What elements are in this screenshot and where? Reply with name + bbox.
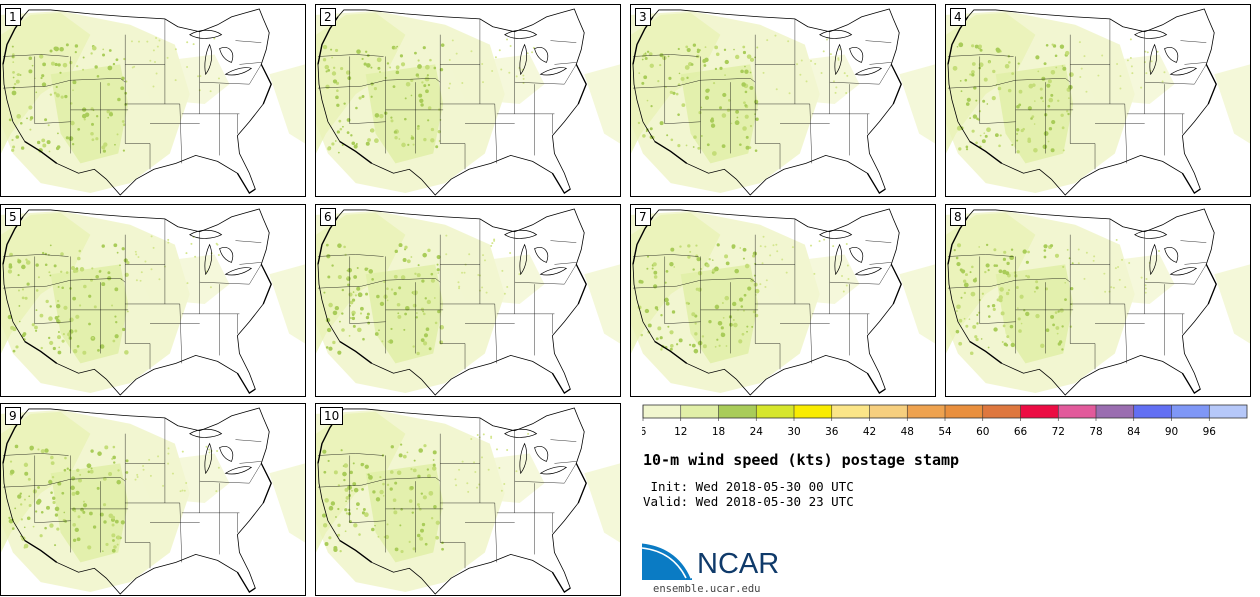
product-title: 10-m wind speed (kts) postage stamp: [643, 451, 960, 469]
panel-label: 4: [950, 8, 966, 26]
ncar-logo-icon: [642, 540, 694, 580]
colorbar-tick-label: 66: [1014, 426, 1028, 438]
panel-label: 7: [635, 208, 651, 226]
us-map: [946, 5, 1250, 196]
us-map: [1, 205, 305, 396]
colorbar-swatch: [907, 405, 945, 418]
colorbar-tick-label: 72: [1052, 426, 1065, 438]
colorbar-tick-label: 24: [750, 426, 764, 438]
colorbar-swatch: [1171, 405, 1210, 418]
us-map: [316, 205, 620, 396]
colorbar-swatch: [756, 405, 794, 418]
panel-label: 9: [5, 407, 21, 425]
map-panel-1: 1: [0, 4, 306, 197]
map-panel-4: 4: [945, 4, 1251, 197]
panel-label: 3: [635, 8, 651, 26]
valid-time: Valid: Wed 2018-05-30 23 UTC: [643, 494, 854, 509]
colorbar-swatch: [1020, 405, 1059, 418]
colorbar-swatch: [794, 405, 832, 418]
panel-label: 10: [320, 407, 344, 425]
us-map: [316, 404, 620, 595]
colorbar-swatch: [680, 405, 719, 418]
map-panel-8: 8: [945, 204, 1251, 397]
colorbar-swatch: [1209, 405, 1247, 418]
colorbar-tick-label: 60: [976, 426, 989, 438]
panel-label: 8: [950, 208, 966, 226]
colorbar-tick-label: 30: [787, 426, 800, 438]
map-panel-10: 10: [315, 403, 621, 596]
colorbar-tick-label: 84: [1127, 426, 1141, 438]
us-map: [1, 5, 305, 196]
map-panel-6: 6: [315, 204, 621, 397]
us-map: [1, 404, 305, 595]
colorbar-swatch: [945, 405, 983, 418]
colorbar-swatch: [1058, 405, 1096, 418]
site-url: ensemble.ucar.edu: [653, 583, 761, 595]
us-map: [316, 5, 620, 196]
colorbar-swatch: [643, 405, 681, 418]
colorbar-tick-label: 36: [825, 426, 839, 438]
logo-text: NCAR: [697, 548, 780, 580]
colorbar-tick-label: 78: [1089, 426, 1102, 438]
colorbar-tick-label: 48: [901, 426, 914, 438]
us-map: [631, 205, 935, 396]
colorbar-tick-label: 54: [938, 426, 952, 438]
colorbar-swatch: [1133, 405, 1172, 418]
us-map: [631, 5, 935, 196]
colorbar-tick-label: 90: [1165, 426, 1178, 438]
map-panel-2: 2: [315, 4, 621, 197]
colorbar-swatch: [831, 405, 870, 418]
colorbar: 6 12 18 24 30 36 42 48 54 60 66 72 78 84 90 96: [642, 404, 1248, 438]
map-panel-7: 7: [630, 204, 936, 397]
colorbar-tick-label: 96: [1203, 426, 1217, 438]
colorbar-tick-label: 18: [712, 426, 725, 438]
panel-label: 6: [320, 208, 336, 226]
map-panel-9: 9: [0, 403, 306, 596]
map-panel-3: 3: [630, 4, 936, 197]
us-map: [946, 205, 1250, 396]
panel-label: 1: [5, 8, 21, 26]
colorbar-tick-label: 42: [863, 426, 876, 438]
colorbar-swatch: [1096, 405, 1134, 418]
colorbar-swatch: [869, 405, 908, 418]
colorbar-tick-label: 12: [674, 426, 687, 438]
map-panel-5: 5: [0, 204, 306, 397]
colorbar-swatch: [718, 405, 757, 418]
colorbar-swatch: [982, 405, 1021, 418]
panel-label: 5: [5, 208, 21, 226]
panel-label: 2: [320, 8, 336, 26]
init-time: Init: Wed 2018-05-30 00 UTC: [643, 479, 854, 494]
colorbar-tick-label: 6: [642, 426, 647, 438]
